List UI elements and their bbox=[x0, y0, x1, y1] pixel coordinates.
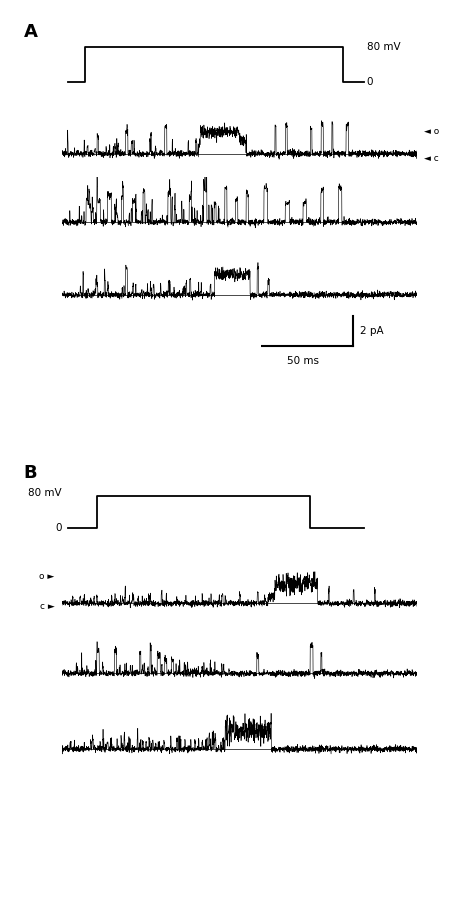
Text: 80 mV: 80 mV bbox=[367, 42, 401, 52]
Text: ◄ c: ◄ c bbox=[424, 154, 439, 163]
Text: B: B bbox=[24, 464, 37, 482]
Text: 0: 0 bbox=[367, 77, 373, 87]
Text: 50 ms: 50 ms bbox=[287, 357, 319, 367]
Text: A: A bbox=[24, 23, 37, 41]
Text: 0: 0 bbox=[55, 523, 62, 533]
Text: 2 pA: 2 pA bbox=[360, 326, 384, 336]
Text: ◄ o: ◄ o bbox=[424, 126, 439, 136]
Text: 80 mV: 80 mV bbox=[28, 488, 62, 498]
Text: o ►: o ► bbox=[39, 571, 55, 581]
Text: c ►: c ► bbox=[40, 602, 55, 611]
